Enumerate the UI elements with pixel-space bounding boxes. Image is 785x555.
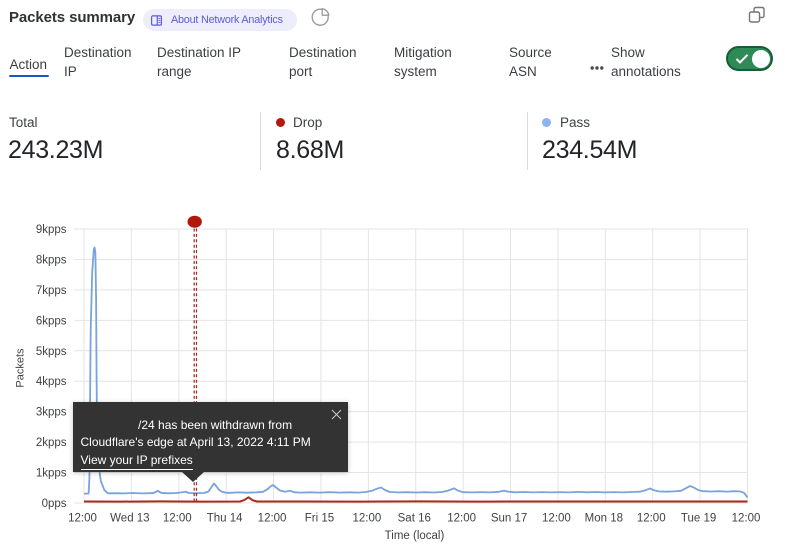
svg-text:Tue 19: Tue 19	[681, 513, 716, 525]
svg-text:Sat 16: Sat 16	[398, 513, 431, 525]
svg-text:Time (local): Time (local)	[385, 530, 445, 542]
svg-text:12:00: 12:00	[352, 513, 381, 525]
svg-text:Packets: Packets	[15, 348, 27, 388]
svg-text:6kpps: 6kpps	[36, 315, 67, 327]
svg-text:Mon 18: Mon 18	[585, 513, 623, 525]
svg-text:0pps: 0pps	[42, 498, 67, 510]
svg-text:8kpps: 8kpps	[36, 254, 67, 266]
svg-text:5kpps: 5kpps	[36, 346, 67, 358]
svg-text:7kpps: 7kpps	[36, 285, 67, 297]
svg-text:3kpps: 3kpps	[36, 407, 67, 419]
svg-text:Wed 13: Wed 13	[110, 513, 149, 525]
svg-text:12:00: 12:00	[447, 513, 476, 525]
svg-text:Sun 17: Sun 17	[491, 513, 527, 525]
svg-text:2kpps: 2kpps	[36, 437, 67, 449]
svg-text:Fri 15: Fri 15	[305, 513, 334, 525]
svg-text:4kpps: 4kpps	[36, 376, 67, 388]
svg-text:12:00: 12:00	[258, 513, 287, 525]
svg-text:12:00: 12:00	[68, 513, 97, 525]
svg-text:12:00: 12:00	[637, 513, 666, 525]
svg-text:1kpps: 1kpps	[36, 468, 67, 480]
svg-text:9kpps: 9kpps	[36, 224, 67, 236]
svg-text:Thu 14: Thu 14	[207, 513, 243, 525]
svg-text:12:00: 12:00	[163, 513, 192, 525]
svg-text:12:00: 12:00	[732, 513, 761, 525]
svg-text:12:00: 12:00	[542, 513, 571, 525]
